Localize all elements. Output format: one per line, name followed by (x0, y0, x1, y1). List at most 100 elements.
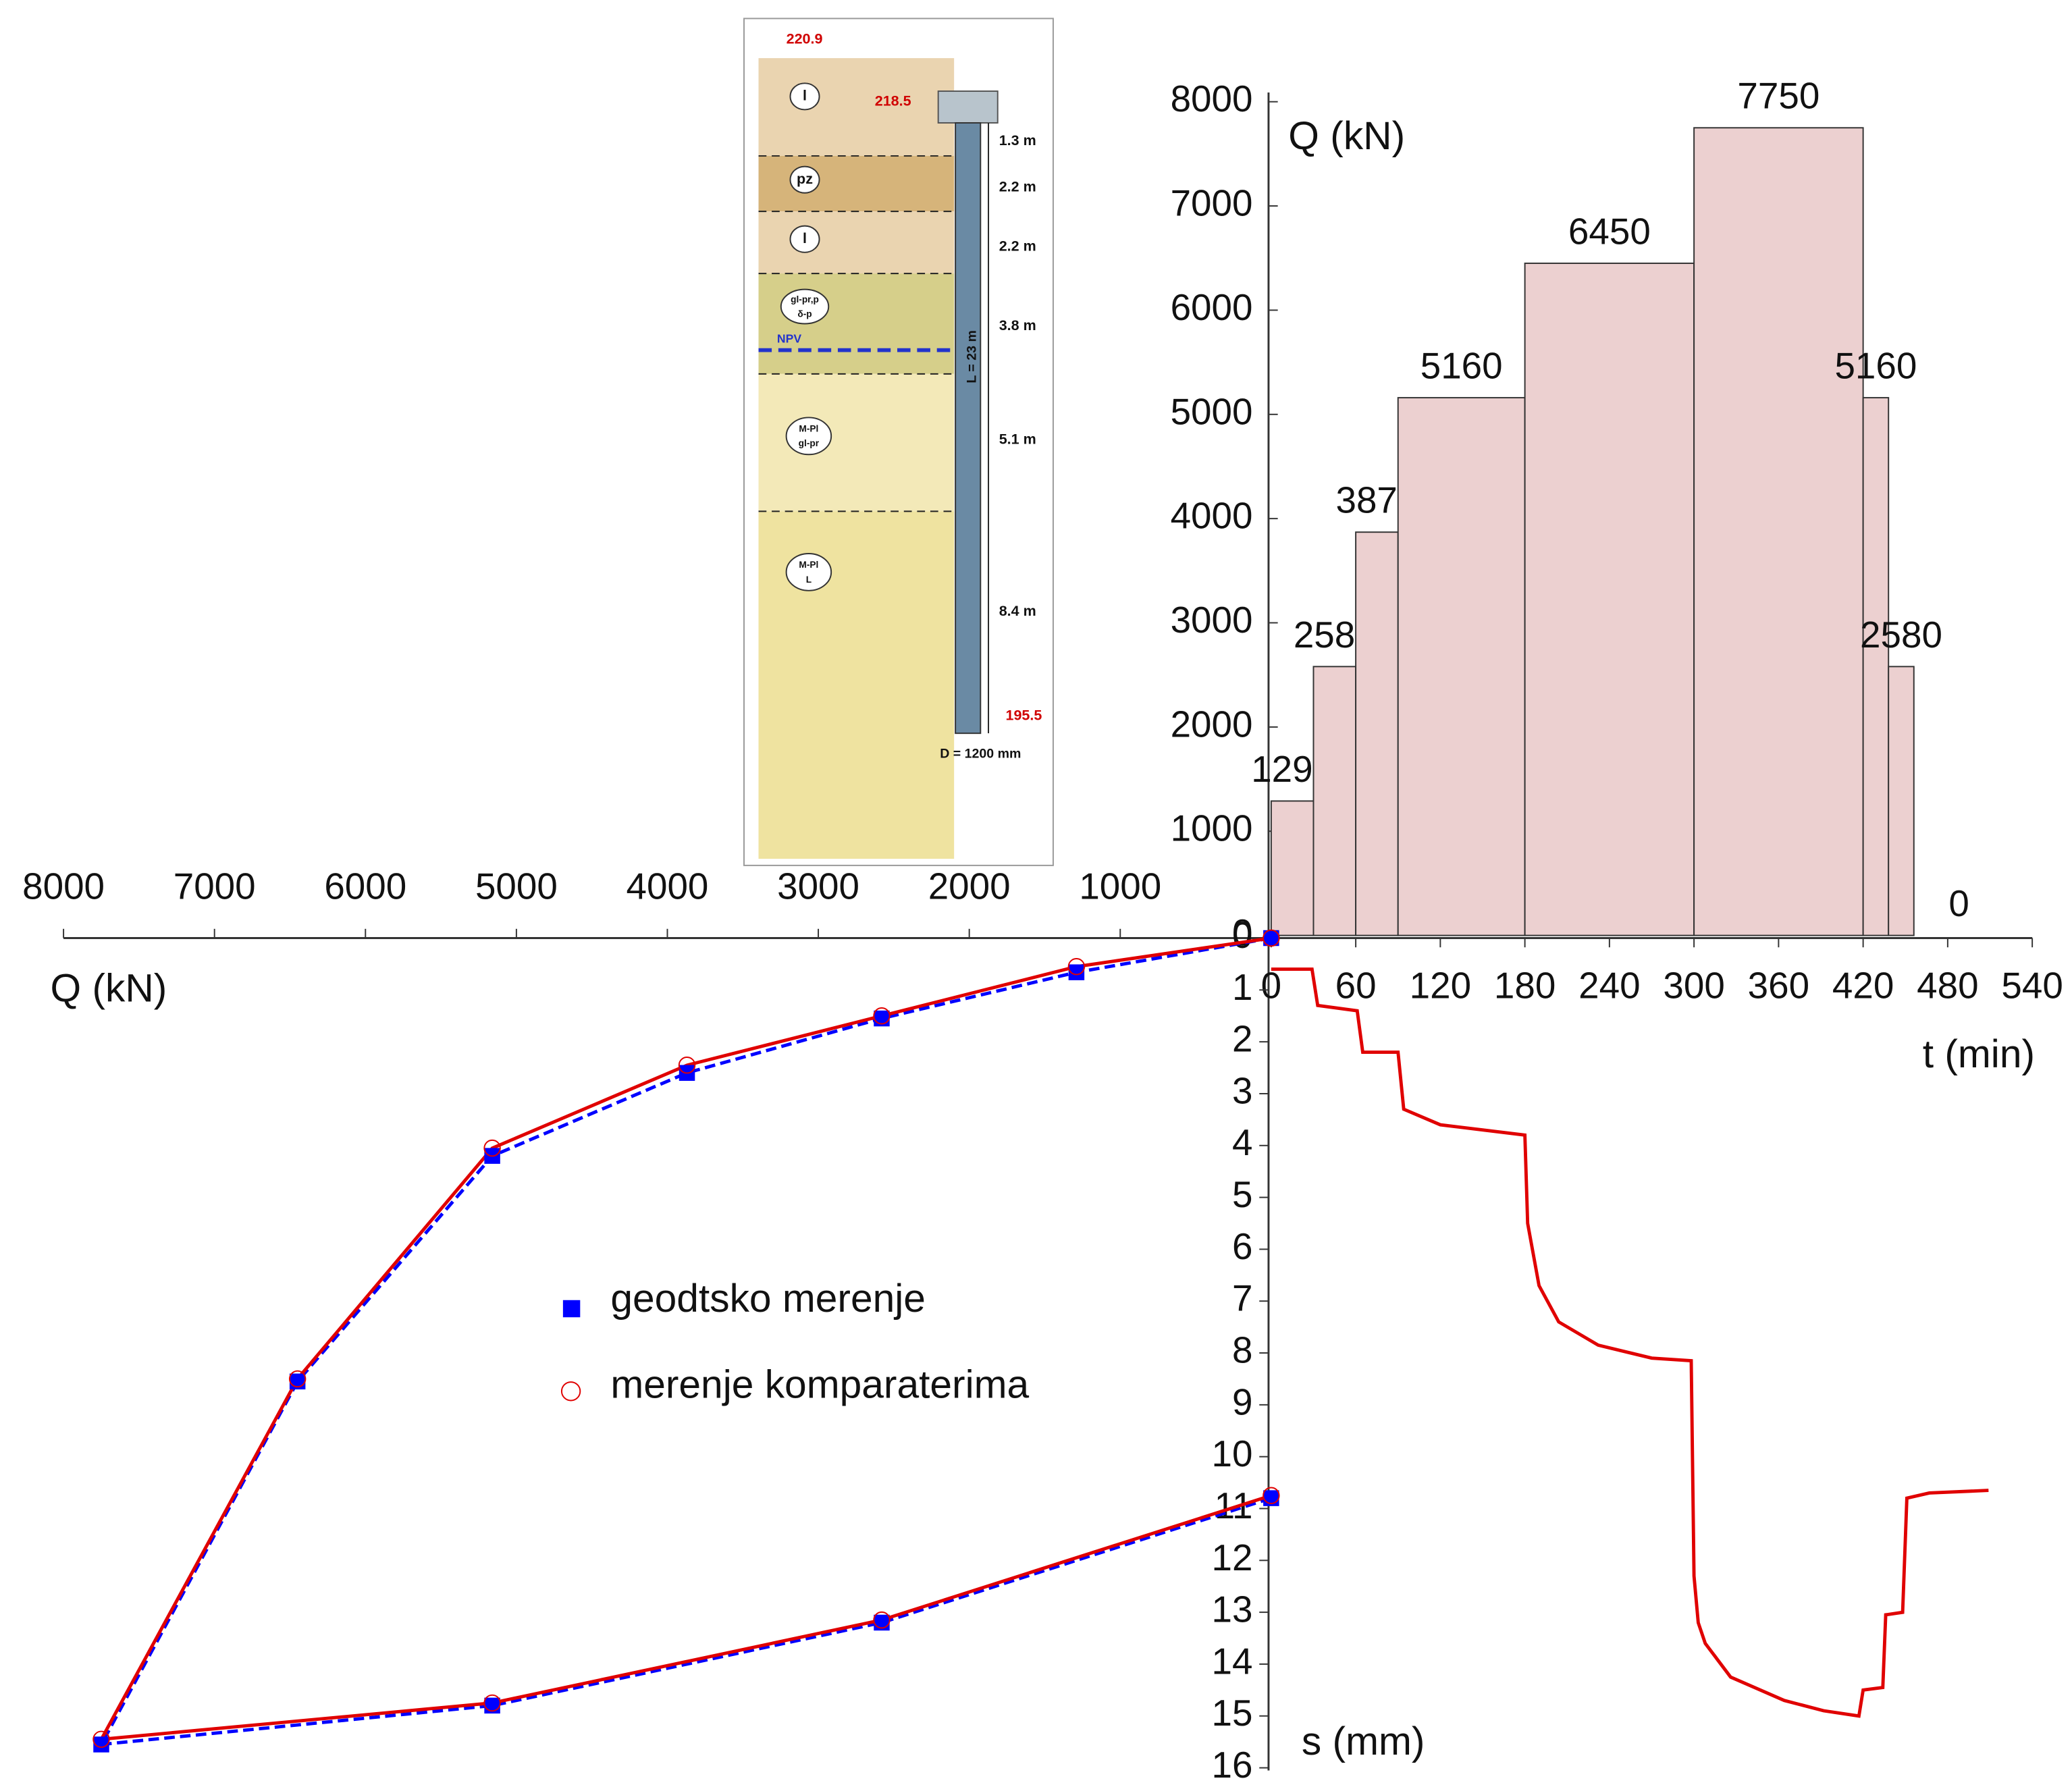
pile-diameter: D = 1200 mm (940, 747, 1021, 762)
y-tick-label: 7 (1232, 1277, 1252, 1319)
thickness: 5.1 m (999, 431, 1036, 447)
y-tick-label: 1 (1232, 966, 1252, 1008)
x-axis-title: Q (kN) (51, 966, 167, 1010)
layer-badge (785, 553, 832, 591)
marker (1068, 964, 1085, 980)
data-line (1271, 967, 1989, 1718)
thickness: 3.8 m (999, 317, 1036, 334)
value-label: 5160 (1420, 345, 1503, 387)
layer (758, 58, 955, 156)
layer-badge (780, 288, 830, 325)
y-tick-label: 2000 (1171, 703, 1253, 745)
y-tick-label: 12 (1212, 1537, 1253, 1578)
x-tick-label: 480 (1917, 964, 1978, 1006)
y-tick-label: 2 (1232, 1018, 1252, 1060)
legend-marker (562, 1300, 581, 1318)
y-tick-label: 4 (1232, 1121, 1252, 1163)
x-axis-title: t (min) (1923, 1032, 2035, 1076)
x-tick-label: 6000 (324, 865, 406, 907)
marker (873, 1007, 891, 1025)
x-tick-label: 7000 (174, 865, 256, 907)
layer (758, 155, 955, 212)
elevation: 195.5 (1005, 707, 1042, 723)
bar (1397, 397, 1526, 936)
x-tick-label: 3000 (777, 865, 859, 907)
value-label: 7750 (1737, 75, 1819, 117)
x-tick-label: 240 (1578, 964, 1640, 1006)
x-tick-label: 420 (1832, 964, 1894, 1006)
soil-profile: l pz l gl-pr,p δ-p M-Pl gl-pr M-Pl L NPV… (743, 18, 1054, 866)
pile-cap (937, 90, 999, 124)
water-level-label: NPV (777, 332, 801, 346)
y-tick-label: 15 (1212, 1692, 1253, 1734)
y-tick-label: 5000 (1171, 390, 1253, 432)
layer-label: L (806, 575, 812, 585)
x-tick-label: 300 (1663, 964, 1724, 1006)
y-tick-label: 9 (1232, 1381, 1252, 1422)
legend-label: geodtsko merenje (610, 1277, 926, 1321)
layer-boundaries (758, 155, 955, 512)
elevation: 220.9 (787, 30, 823, 47)
y-tick-label: 8000 (1171, 78, 1253, 119)
bar (1355, 531, 1399, 936)
y-tick-label: 16 (1212, 1744, 1253, 1785)
y-tick-label: 0 (1232, 914, 1252, 956)
value-label: 6450 (1568, 210, 1651, 252)
layer-label: pz (797, 171, 813, 187)
layer-label: gl-pr (799, 438, 820, 448)
x-tick-label: 360 (1748, 964, 1809, 1006)
x-tick-label: 4000 (627, 865, 709, 907)
layer-badge (789, 225, 820, 253)
bar (1693, 127, 1864, 936)
layer-badge (789, 165, 820, 194)
marker (1263, 929, 1280, 947)
y-tick-label: 5 (1232, 1173, 1252, 1215)
value-label: 5160 (1834, 345, 1917, 387)
pile-length: L = 23 m (965, 330, 980, 383)
thickness: 8.4 m (999, 603, 1036, 619)
y-tick-label: 1000 (1171, 807, 1253, 849)
layer (758, 511, 955, 859)
marker (1263, 1487, 1280, 1505)
value-label: 0 (1948, 882, 1969, 924)
bar (1524, 262, 1695, 936)
marker (92, 1730, 110, 1749)
layer-label: gl-pr,p (791, 294, 819, 304)
x-tick-label: 0 (1261, 964, 1281, 1006)
y-tick-label: 10 (1212, 1433, 1253, 1474)
thickness: 2.2 m (999, 179, 1036, 195)
value-label: 2580 (1860, 614, 1942, 656)
x-tick-label: 540 (2001, 964, 2063, 1006)
y-tick-label: 6 (1232, 1225, 1252, 1267)
bar (1888, 666, 1915, 936)
y-tick-label: 4000 (1171, 495, 1253, 537)
x-tick-label: 120 (1410, 964, 1471, 1006)
marker (288, 1370, 307, 1388)
data-line (98, 936, 1272, 1742)
layer-label: M-Pl (799, 560, 818, 570)
x-tick-label: 8000 (22, 865, 105, 907)
marker (1263, 930, 1279, 947)
legend-marker (560, 1381, 581, 1402)
layer (758, 211, 955, 274)
layer-label: l (803, 88, 807, 104)
layer-badge (789, 82, 820, 111)
x-tick-label: 180 (1494, 964, 1556, 1006)
y-tick-label: 3000 (1171, 599, 1253, 641)
y-tick-label: 8 (1232, 1329, 1252, 1371)
layer-badge (785, 417, 832, 456)
marker (483, 1694, 501, 1712)
pile (955, 122, 982, 735)
y-axis-title: Q (kN) (1288, 114, 1405, 158)
layer-label: M-Pl (799, 424, 818, 434)
bar (1862, 397, 1890, 936)
y-tick-label: 14 (1212, 1640, 1253, 1682)
y-tick-label: 0 (1232, 911, 1252, 953)
marker (678, 1056, 696, 1074)
y-tick-label: 7000 (1171, 182, 1253, 224)
x-tick-label: 1000 (1079, 865, 1161, 907)
x-tick-label: 2000 (928, 865, 1011, 907)
layer-label: δ-p (797, 309, 812, 319)
marker (1067, 958, 1086, 976)
thickness: 1.3 m (999, 132, 1036, 149)
